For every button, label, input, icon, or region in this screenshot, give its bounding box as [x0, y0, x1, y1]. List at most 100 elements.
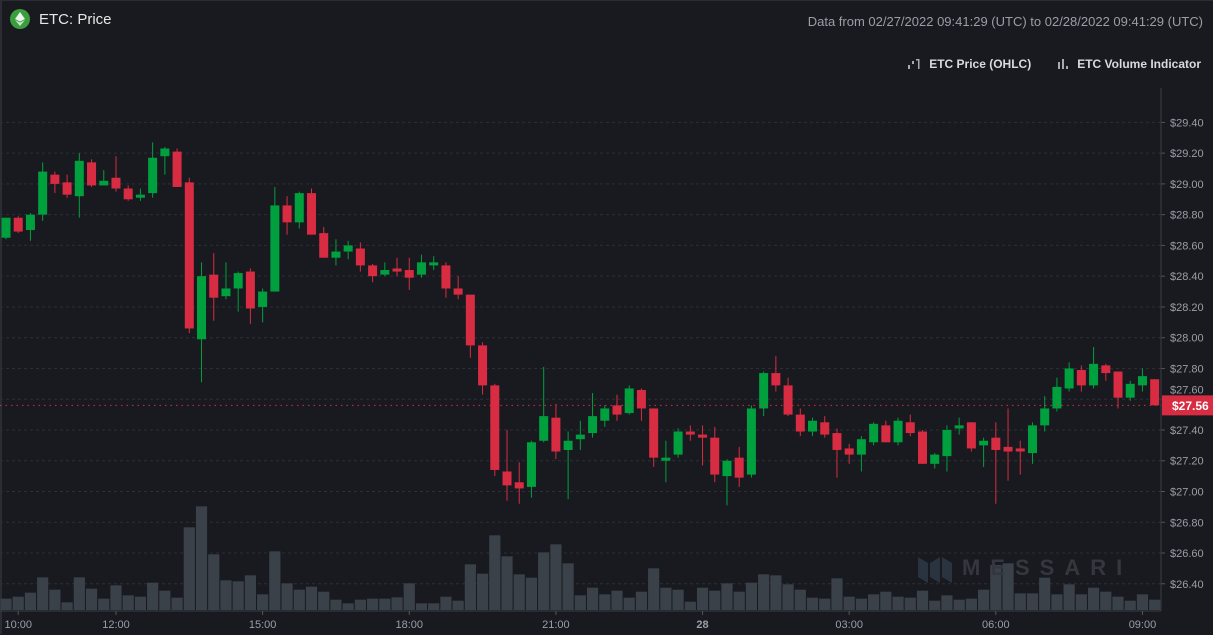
- candle-down: [1015, 448, 1025, 452]
- y-tick-label: $27.00: [1170, 487, 1204, 499]
- candle-down: [734, 457, 744, 478]
- candle-down: [355, 248, 365, 266]
- candle-down: [795, 414, 805, 432]
- volume-bar: [941, 595, 953, 610]
- candle-down: [319, 233, 329, 258]
- candle-down: [502, 471, 512, 486]
- legend-volume-indicator[interactable]: ETC Volume Indicator: [1057, 57, 1201, 71]
- candle-up: [808, 420, 818, 432]
- candle-down: [1113, 371, 1123, 398]
- last-price-label: $27.56: [1172, 399, 1209, 413]
- candle-up: [979, 440, 989, 446]
- candle-down: [685, 431, 695, 435]
- y-tick-label: $29.00: [1170, 179, 1204, 191]
- volume-bar: [37, 577, 49, 610]
- volume-bar: [1039, 577, 1051, 610]
- candle-down: [87, 162, 97, 186]
- volume-bar: [244, 575, 256, 610]
- y-tick-label: $29.40: [1170, 117, 1204, 129]
- volume-bar: [623, 597, 635, 610]
- volume-bar: [159, 590, 171, 610]
- volume-bar: [147, 582, 159, 610]
- candle-up: [722, 460, 732, 477]
- x-tick-label: 15:00: [249, 619, 277, 631]
- volume-bar: [806, 597, 819, 610]
- candle-up: [25, 214, 35, 231]
- axes: $29.40 $29.20 $29.00 $28.80 $28.60 $28.40 $28.…: [0, 88, 1213, 631]
- candle-up: [160, 148, 170, 157]
- candle-up: [1125, 383, 1135, 398]
- candle-up: [416, 262, 426, 275]
- candle-down: [1150, 379, 1160, 406]
- volume-bar: [208, 554, 220, 610]
- volume-bar: [134, 596, 147, 610]
- candle-down: [771, 373, 781, 386]
- watermark-text: MESSARI: [962, 555, 1133, 580]
- volume-bars: [0, 506, 1161, 610]
- volume-bar: [342, 603, 354, 610]
- chart-title: ETC: Price: [10, 9, 112, 29]
- candle-up: [539, 416, 549, 441]
- volume-bar: [1002, 563, 1014, 610]
- volume-bar: [1149, 599, 1161, 610]
- candle-up: [197, 276, 207, 340]
- volume-bar: [305, 586, 318, 610]
- x-tick-label: 18:00: [395, 619, 423, 631]
- candle-up: [1052, 386, 1062, 409]
- candle-up: [869, 423, 879, 443]
- volume-bar: [648, 568, 660, 610]
- candle-up: [429, 262, 439, 266]
- y-tick-label: $28.20: [1170, 302, 1204, 314]
- volume-bar: [904, 597, 916, 610]
- volume-bar: [1100, 591, 1112, 610]
- y-tick-label: $27.20: [1170, 456, 1204, 468]
- candle-down: [514, 482, 524, 489]
- candle-down: [1101, 365, 1111, 374]
- volume-bar: [403, 583, 415, 610]
- volume-bar: [391, 597, 403, 610]
- volume-bar: [709, 590, 721, 610]
- volume-bar: [929, 600, 941, 610]
- candle-up: [1089, 363, 1099, 386]
- candle-down: [172, 151, 182, 187]
- candle-up: [575, 434, 585, 440]
- candle-down: [820, 422, 830, 435]
- candle-down: [368, 265, 378, 277]
- candle-up: [624, 388, 634, 414]
- legend-label: ETC Price (OHLC): [929, 57, 1032, 71]
- volume-bar: [990, 565, 1002, 610]
- volume-bar: [110, 585, 122, 610]
- volume-bar: [330, 599, 342, 610]
- volume-bar: [916, 590, 929, 610]
- volume-bar: [476, 573, 489, 610]
- x-tick-label: 06:00: [982, 619, 1010, 631]
- volume-bar: [696, 587, 709, 610]
- volume-bar: [611, 590, 623, 610]
- volume-bar: [1051, 594, 1063, 610]
- candle-down: [905, 422, 915, 434]
- volume-bar: [354, 599, 366, 610]
- volume-bar: [379, 598, 391, 610]
- legend: ETC Price (OHLC) ETC Volume Indicator: [907, 57, 1201, 71]
- legend-price-ohlc[interactable]: ETC Price (OHLC): [907, 57, 1031, 71]
- volume-bar: [49, 589, 61, 610]
- candle-down: [612, 405, 622, 415]
- x-tick-label: 28: [696, 619, 708, 631]
- candle-down: [282, 205, 292, 223]
- candle-up: [258, 291, 268, 307]
- candle-up: [331, 251, 341, 258]
- candle-down: [184, 182, 194, 329]
- candle-up: [746, 408, 756, 475]
- volume-bar: [513, 574, 525, 610]
- candle-up: [942, 429, 952, 457]
- volume-bar: [12, 596, 24, 610]
- messari-logo-icon: [918, 557, 952, 583]
- candle-up: [221, 288, 231, 297]
- last-price-tag: [1162, 395, 1213, 416]
- y-tick-label: $27.40: [1170, 425, 1204, 437]
- bar-chart-icon: [1058, 59, 1069, 69]
- candle-up: [930, 454, 940, 464]
- volume-bar: [1063, 584, 1075, 610]
